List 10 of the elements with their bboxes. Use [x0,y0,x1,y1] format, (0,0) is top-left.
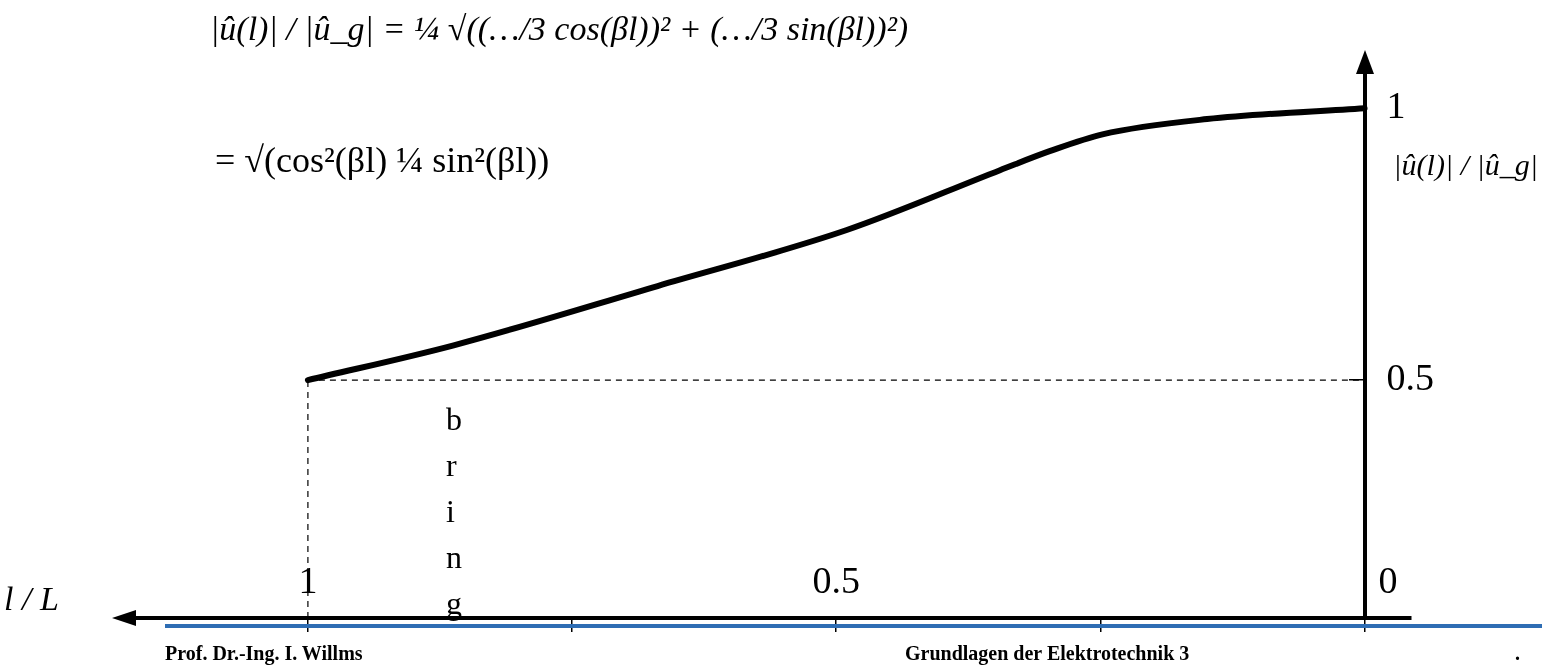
x-tick-label: 0.5 [812,558,860,601]
x-axis-title: l / L [4,580,59,617]
x-tick-label: 0 [1378,558,1398,601]
text: Prof. Dr.-Ing. I. Willms [165,642,363,665]
annotation: = √(cos²(βl) ¼ sin²(βl)) [215,140,550,180]
text: |û(l)| / |û_g| = ¼ √((…/3 cos(βl))² + (…/3 sin(βl))²) [210,10,909,48]
y-axis-title: |û(l)| / |û_g| [1393,148,1538,182]
text: Grundlagen der Elektrotechnik 3 [905,642,1190,665]
x-tick-label: 1 [298,558,318,601]
text: . [1515,642,1520,664]
